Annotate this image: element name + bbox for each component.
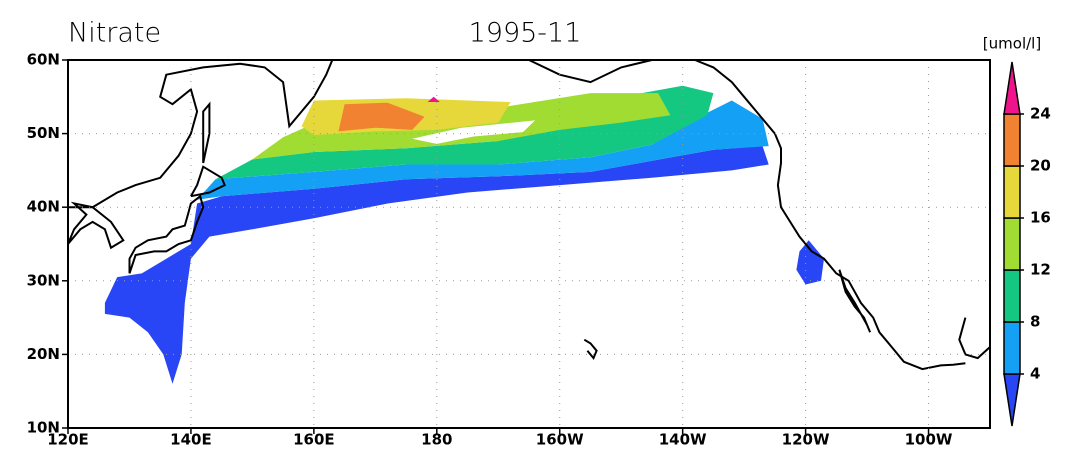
nitrate-region: [427, 96, 440, 102]
colorbar-label: 12: [1030, 261, 1051, 279]
coastline: [68, 59, 334, 209]
missing-data-gap: [412, 120, 536, 144]
nitrate-region: [104, 146, 769, 384]
y-tick-label: 20N: [27, 345, 60, 363]
colorbar-unit: [umol/l]: [983, 35, 1041, 53]
x-tick-label: 100W: [905, 431, 953, 449]
nitrate-region: [338, 102, 425, 132]
x-tick-label: 140W: [659, 431, 707, 449]
x-tick-label: 160E: [293, 431, 335, 449]
colorbar-cell: [1003, 61, 1021, 115]
coastline: [528, 59, 653, 84]
nitrate-region: [796, 240, 824, 285]
x-tick-label: 140E: [170, 431, 212, 449]
colorbar-cell: [1003, 217, 1021, 271]
coastline: [583, 338, 598, 361]
coastline: [694, 59, 966, 371]
colorbar-label: 20: [1030, 157, 1051, 175]
colorbar-label: 8: [1030, 313, 1040, 331]
colorbar-label: 16: [1030, 209, 1051, 227]
y-tick-label: 50N: [27, 124, 60, 142]
y-tick-label: 60N: [27, 51, 60, 69]
coastline: [128, 194, 205, 274]
y-tick-label: 10N: [27, 419, 60, 437]
coastline: [838, 269, 872, 333]
colorbar-cell: [1003, 113, 1021, 167]
coastline: [67, 201, 125, 250]
coastline: [190, 165, 226, 198]
map-frame: [67, 59, 991, 429]
x-tick-label: 160W: [536, 431, 584, 449]
y-tick-label: 40N: [27, 198, 60, 216]
x-tick-label: 120E: [47, 431, 89, 449]
coastline: [202, 101, 211, 164]
map-date: 1995-11: [469, 18, 582, 49]
x-tick-label: 180: [421, 431, 452, 449]
colorbar-label: 24: [1030, 105, 1051, 123]
nitrate-region: [197, 100, 769, 200]
map-title: Nitrate: [68, 18, 161, 49]
y-tick-label: 30N: [27, 271, 60, 289]
colorbar-cell: [1003, 165, 1021, 219]
x-tick-label: 120W: [782, 431, 830, 449]
colorbar-cell: [1003, 373, 1021, 427]
colorbar-cell: [1003, 269, 1021, 323]
coastline: [958, 317, 991, 360]
colorbar-cell: [1003, 321, 1021, 375]
colorbar-label: 4: [1030, 365, 1040, 383]
